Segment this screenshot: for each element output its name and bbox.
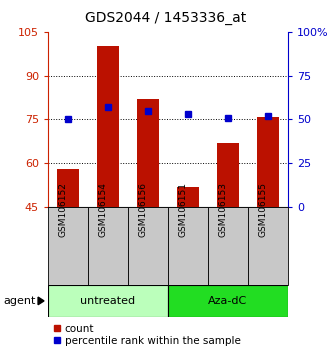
Text: Aza-dC: Aza-dC: [208, 296, 248, 306]
Bar: [137, 99, 159, 207]
Bar: [168, 285, 288, 317]
Legend: count, percentile rank within the sample: count, percentile rank within the sample: [53, 324, 241, 346]
Bar: [48, 207, 88, 285]
Bar: [88, 207, 128, 285]
Bar: [257, 116, 279, 207]
Text: GSM106155: GSM106155: [259, 182, 268, 237]
Bar: [97, 46, 119, 207]
Text: GSM106151: GSM106151: [179, 182, 188, 237]
Bar: [177, 187, 199, 207]
Text: GDS2044 / 1453336_at: GDS2044 / 1453336_at: [85, 11, 246, 25]
Bar: [48, 285, 168, 317]
Text: GSM106154: GSM106154: [99, 182, 108, 237]
Text: agent: agent: [3, 296, 36, 306]
Text: GSM106152: GSM106152: [59, 182, 68, 237]
Bar: [168, 207, 208, 285]
Text: GSM106153: GSM106153: [219, 182, 228, 237]
Bar: [208, 207, 248, 285]
Polygon shape: [38, 297, 44, 305]
Bar: [57, 169, 79, 207]
Text: untreated: untreated: [80, 296, 136, 306]
Bar: [128, 207, 168, 285]
Bar: [248, 207, 288, 285]
Text: GSM106156: GSM106156: [139, 182, 148, 237]
Bar: [217, 143, 239, 207]
